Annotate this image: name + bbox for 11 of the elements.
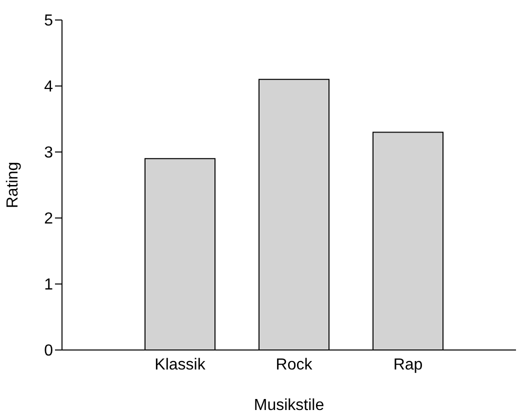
y-tick-label: 3	[44, 144, 54, 162]
x-tick-label: Rock	[276, 356, 314, 374]
y-tick-label: 5	[44, 12, 54, 30]
x-tick-label: Rap	[393, 356, 423, 374]
y-tick-label: 1	[44, 276, 54, 294]
y-tick-label: 4	[44, 78, 54, 96]
y-tick-label: 0	[44, 342, 54, 360]
x-tick-label: Klassik	[154, 356, 206, 374]
x-axis-title: Musikstile	[254, 397, 324, 414]
y-axis-title: Rating	[4, 162, 22, 208]
y-tick-label: 2	[44, 210, 54, 228]
